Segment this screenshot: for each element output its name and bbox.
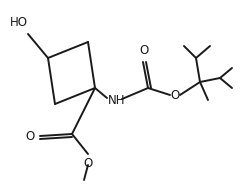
Text: NH: NH <box>108 93 125 106</box>
Text: O: O <box>139 44 149 57</box>
Text: HO: HO <box>10 15 28 28</box>
Text: O: O <box>83 157 93 170</box>
Text: O: O <box>26 130 35 142</box>
Text: O: O <box>170 89 180 102</box>
